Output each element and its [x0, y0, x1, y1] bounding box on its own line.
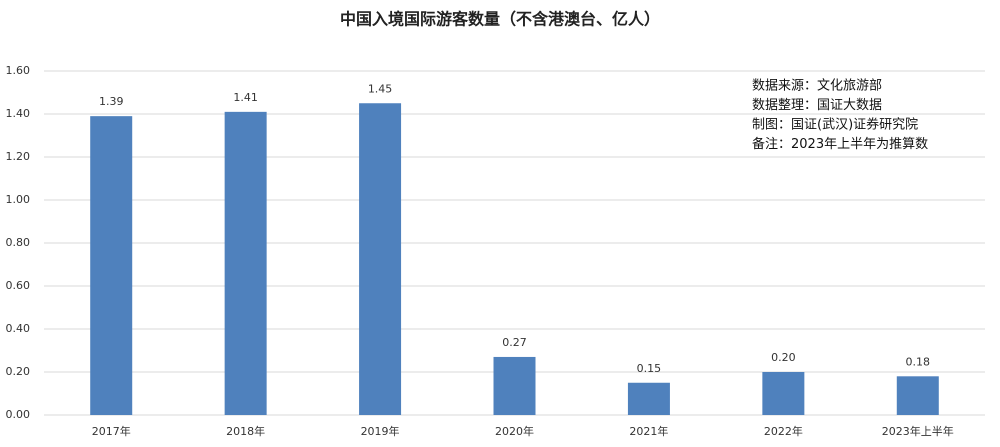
data-label: 0.15: [637, 362, 662, 375]
data-label: 1.45: [368, 82, 393, 95]
x-tick-label: 2022年: [764, 424, 803, 438]
data-label: 1.39: [99, 95, 124, 108]
y-tick-label: 1.60: [6, 64, 31, 77]
annotation: 数据来源：文化旅游部: [752, 79, 882, 94]
x-tick-label: 2023年上半年: [882, 424, 954, 438]
y-tick-label: 0.60: [6, 279, 31, 292]
y-tick-label: 1.20: [6, 150, 31, 163]
bar: [90, 116, 133, 416]
bar: [224, 111, 267, 415]
bar: [493, 356, 536, 415]
data-label: 0.27: [502, 336, 527, 349]
annotation: 备注：2023年上半年为推算数: [752, 136, 928, 152]
x-tick-label: 2018年: [226, 424, 265, 438]
data-label: 1.41: [233, 91, 258, 104]
y-tick-label: 1.40: [6, 107, 31, 120]
annotation: 制图：国证(武汉)证券研究院: [752, 117, 918, 133]
bar: [896, 376, 939, 415]
data-label: 0.20: [771, 351, 796, 364]
annotation: 数据整理：国证大数据: [752, 98, 882, 113]
y-tick-label: 0.20: [6, 365, 31, 378]
bar: [627, 382, 670, 415]
y-tick-label: 1.00: [6, 193, 31, 206]
bar: [762, 372, 805, 415]
y-tick-label: 0.80: [6, 236, 31, 249]
y-tick-label: 0.00: [6, 408, 31, 421]
x-tick-label: 2020年: [495, 424, 534, 438]
x-tick-label: 2017年: [92, 424, 131, 438]
chart-title: 中国入境国际游客数量（不含港澳台、亿人）: [340, 10, 660, 29]
data-label: 0.18: [906, 355, 931, 368]
bar: [359, 103, 402, 415]
y-tick-label: 0.40: [6, 322, 31, 335]
x-tick-label: 2021年: [629, 424, 668, 438]
x-tick-label: 2019年: [361, 424, 400, 438]
